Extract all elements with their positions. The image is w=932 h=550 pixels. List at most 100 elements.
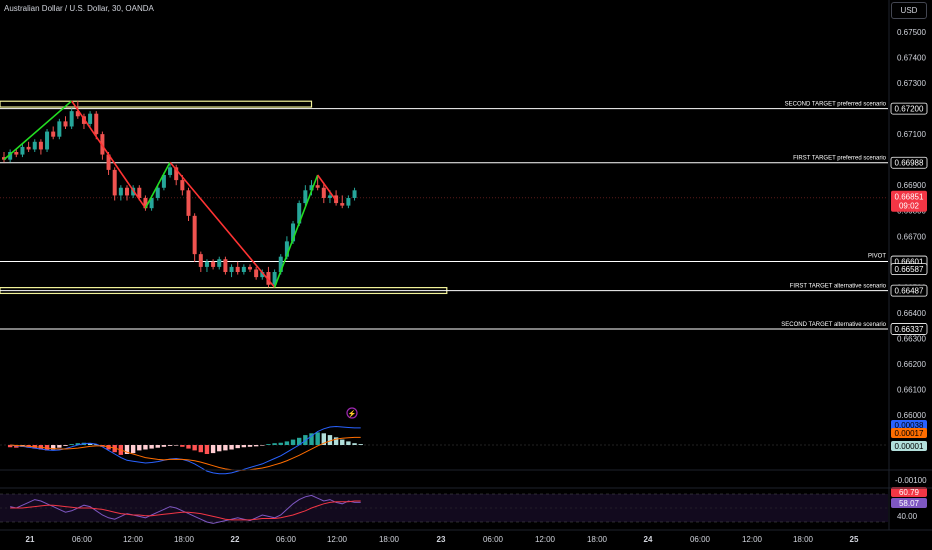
swing-line-green xyxy=(273,174,319,288)
price-tick: 0.66200 xyxy=(897,360,926,369)
macd-hist-bar xyxy=(174,445,179,446)
candle-body xyxy=(57,121,62,137)
rsi-tag-bg xyxy=(891,498,927,508)
macd-hist-bar xyxy=(217,445,222,452)
candle-body xyxy=(272,272,277,285)
macd-line xyxy=(10,426,361,475)
pivot-secondary-tag: 0.66587 xyxy=(895,265,924,274)
second-target-preferred-tag: 0.67200 xyxy=(895,105,924,114)
current-price-tag-bg xyxy=(891,190,927,212)
candle-body xyxy=(260,272,265,278)
macd-hist-bar xyxy=(241,445,247,448)
price-tick: 0.66900 xyxy=(897,181,926,190)
macd-hist-bar xyxy=(198,445,203,453)
macd-hist-bar xyxy=(180,445,185,447)
candle-body xyxy=(204,261,209,267)
second-target-alternative-tag-bg xyxy=(890,323,928,335)
macd-hist-bar xyxy=(223,445,228,451)
macd-value-tag: 0.00038 xyxy=(895,421,924,430)
time-tick: 06:00 xyxy=(690,535,711,544)
candle-body xyxy=(2,157,6,160)
lightning-glyph: ⚡ xyxy=(348,409,357,418)
candle-body xyxy=(20,146,25,155)
macd-hist-bar xyxy=(284,441,290,445)
macd-hist-bar xyxy=(290,439,296,445)
second-target-alternative-label: SECOND TARGET alternative scenario xyxy=(781,322,886,328)
time-tick: 22 xyxy=(231,535,240,544)
macd-hist-bar xyxy=(358,444,363,445)
swing-line-green xyxy=(144,161,171,209)
time-tick: 18:00 xyxy=(379,535,400,544)
current-price-countdown: 09:02 xyxy=(899,202,920,211)
macd-hist-bar xyxy=(321,433,326,445)
time-tick: 18:00 xyxy=(793,535,814,544)
second-target-preferred-label: SECOND TARGET preferred scenario xyxy=(785,102,887,108)
candle-body xyxy=(94,113,99,135)
first-target-alternative-tag-bg xyxy=(890,284,928,297)
candle-body xyxy=(118,187,123,196)
macd-tag-bg xyxy=(891,420,927,430)
time-tick: 12:00 xyxy=(327,535,348,544)
macd-hist-bar xyxy=(210,445,216,454)
macd-hist-bar xyxy=(204,445,210,454)
macd-hist-bar xyxy=(149,445,154,449)
candle-body xyxy=(241,266,246,273)
first-target-preferred-label: FIRST TARGET preferred scenario xyxy=(793,156,887,162)
rsi-pane xyxy=(0,493,888,524)
candle-body xyxy=(217,259,222,267)
candle-body xyxy=(284,241,289,257)
macd-hist-bar xyxy=(137,445,142,451)
rsi-tag-bg xyxy=(891,487,927,497)
macd-hist-bar xyxy=(94,444,99,446)
candle-body xyxy=(229,266,234,273)
price-tick: 0.66700 xyxy=(897,232,926,241)
candle-body xyxy=(340,203,345,206)
candle-body xyxy=(346,197,351,206)
macd-hist-bar xyxy=(253,445,259,447)
candle-body xyxy=(352,190,357,198)
macd-hist-bar xyxy=(229,445,234,450)
macd-tick: -0.00100 xyxy=(895,476,927,485)
time-tick: 18:00 xyxy=(174,535,195,544)
signal-line xyxy=(10,436,361,471)
candle-body xyxy=(32,141,37,150)
time-tick: 12:00 xyxy=(535,535,556,544)
swing-line-red xyxy=(317,174,337,201)
macd-hist-bar xyxy=(352,443,357,445)
pivot-label: PIVOT xyxy=(868,254,886,260)
candle-body xyxy=(69,111,74,127)
macd-hist-bar xyxy=(260,445,265,446)
candle-body xyxy=(26,146,31,150)
candle-body xyxy=(155,187,160,198)
currency-button[interactable]: USD xyxy=(891,2,927,19)
macd-tag-bg xyxy=(891,428,927,438)
time-tick: 21 xyxy=(26,535,35,544)
price-tick: 0.67100 xyxy=(897,130,926,139)
macd-pane: ⚡ xyxy=(0,407,888,475)
macd-hist-bar xyxy=(161,445,167,447)
macd-hist-bar xyxy=(266,444,271,445)
candle-body xyxy=(8,152,13,160)
candle-body xyxy=(75,111,80,117)
macd-hist-bar xyxy=(75,443,80,445)
candle-body xyxy=(149,197,154,209)
candle-body xyxy=(143,197,148,209)
second-target-preferred-tag-bg xyxy=(890,102,928,115)
macd-tag-bg xyxy=(891,441,927,451)
candle-body xyxy=(106,154,111,170)
candle-body xyxy=(315,185,320,188)
candle-body xyxy=(266,272,271,285)
macd-hist-bar xyxy=(7,445,13,448)
price-tick: 0.66400 xyxy=(897,309,926,318)
candle-body xyxy=(327,195,332,198)
candle-body xyxy=(112,169,117,196)
macd-hist-bar xyxy=(51,445,56,450)
price-tick: 0.67500 xyxy=(897,28,926,37)
time-tick: 18:00 xyxy=(587,535,608,544)
macd-hist-bar xyxy=(235,445,240,449)
candle-body xyxy=(88,113,93,124)
first-target-alternative-tag: 0.66487 xyxy=(895,287,924,296)
time-tick: 06:00 xyxy=(276,535,297,544)
candle-body xyxy=(186,190,191,216)
